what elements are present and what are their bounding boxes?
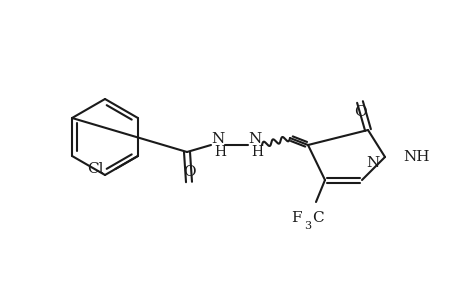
- Text: NH: NH: [402, 150, 429, 164]
- Text: Cl: Cl: [87, 162, 103, 176]
- Text: N: N: [248, 132, 261, 146]
- Text: 3: 3: [303, 221, 310, 231]
- Text: C: C: [311, 211, 323, 225]
- Text: H: H: [251, 145, 263, 159]
- Text: O: O: [353, 105, 365, 119]
- Text: N: N: [365, 156, 378, 170]
- Text: F: F: [291, 211, 302, 225]
- Text: N: N: [211, 132, 224, 146]
- Text: O: O: [182, 165, 195, 179]
- Text: H: H: [213, 145, 225, 159]
